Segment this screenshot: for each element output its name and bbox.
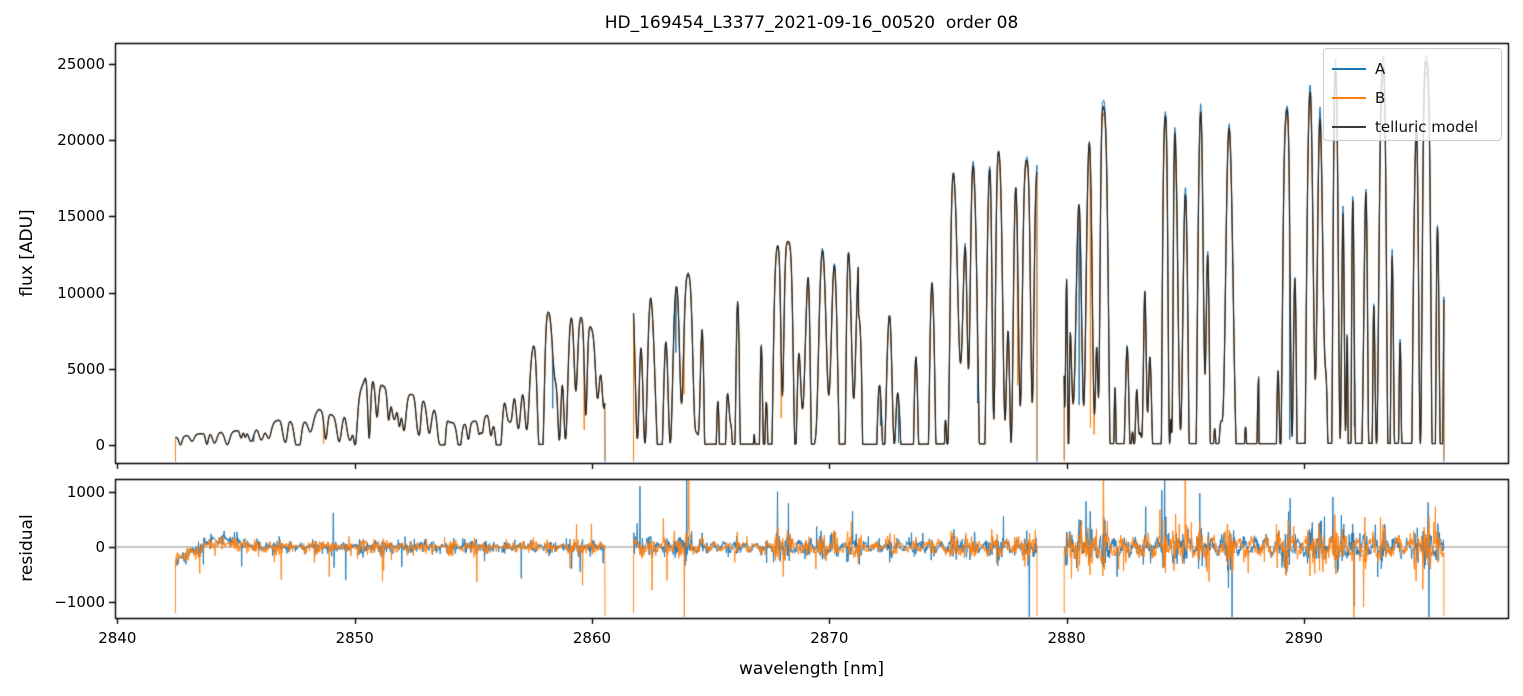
flux-tick-label: 10000 — [57, 283, 105, 302]
x-tick-label: 2850 — [335, 629, 374, 647]
residual-tick-label: 1000 — [66, 482, 105, 501]
x-tick-label: 2840 — [98, 629, 137, 647]
x-tick-label: 2880 — [1047, 629, 1086, 647]
legend-item: telluric model — [1332, 112, 1501, 141]
legend-label: B — [1375, 88, 1386, 107]
x-axis-label: wavelength [nm] — [738, 659, 885, 679]
x-tick-label: 2870 — [810, 629, 849, 647]
legend-line-swatch — [1332, 67, 1366, 70]
legend-line-swatch — [1332, 125, 1366, 128]
flux-tick-label: 25000 — [57, 55, 105, 73]
legend-item: A — [1332, 54, 1501, 83]
flux-tick-label: 20000 — [57, 131, 105, 150]
x-tick-label: 2890 — [1284, 629, 1323, 647]
x-tick-label: 2860 — [572, 629, 612, 647]
legend-label: A — [1375, 59, 1386, 78]
residual-tick-label: 0 — [95, 537, 105, 556]
residual-tick-label: −1000 — [54, 592, 105, 611]
flux-tick-label: 0 — [95, 436, 105, 454]
legend-item: B — [1332, 83, 1501, 112]
flux-tick-label: 15000 — [57, 207, 105, 226]
legend-label: telluric model — [1375, 117, 1479, 136]
flux-tick-label: 5000 — [66, 359, 105, 378]
plot-title: HD_169454_L3377_2021-09-16_00520 order 0… — [604, 13, 1019, 33]
legend-line-swatch — [1332, 96, 1366, 99]
